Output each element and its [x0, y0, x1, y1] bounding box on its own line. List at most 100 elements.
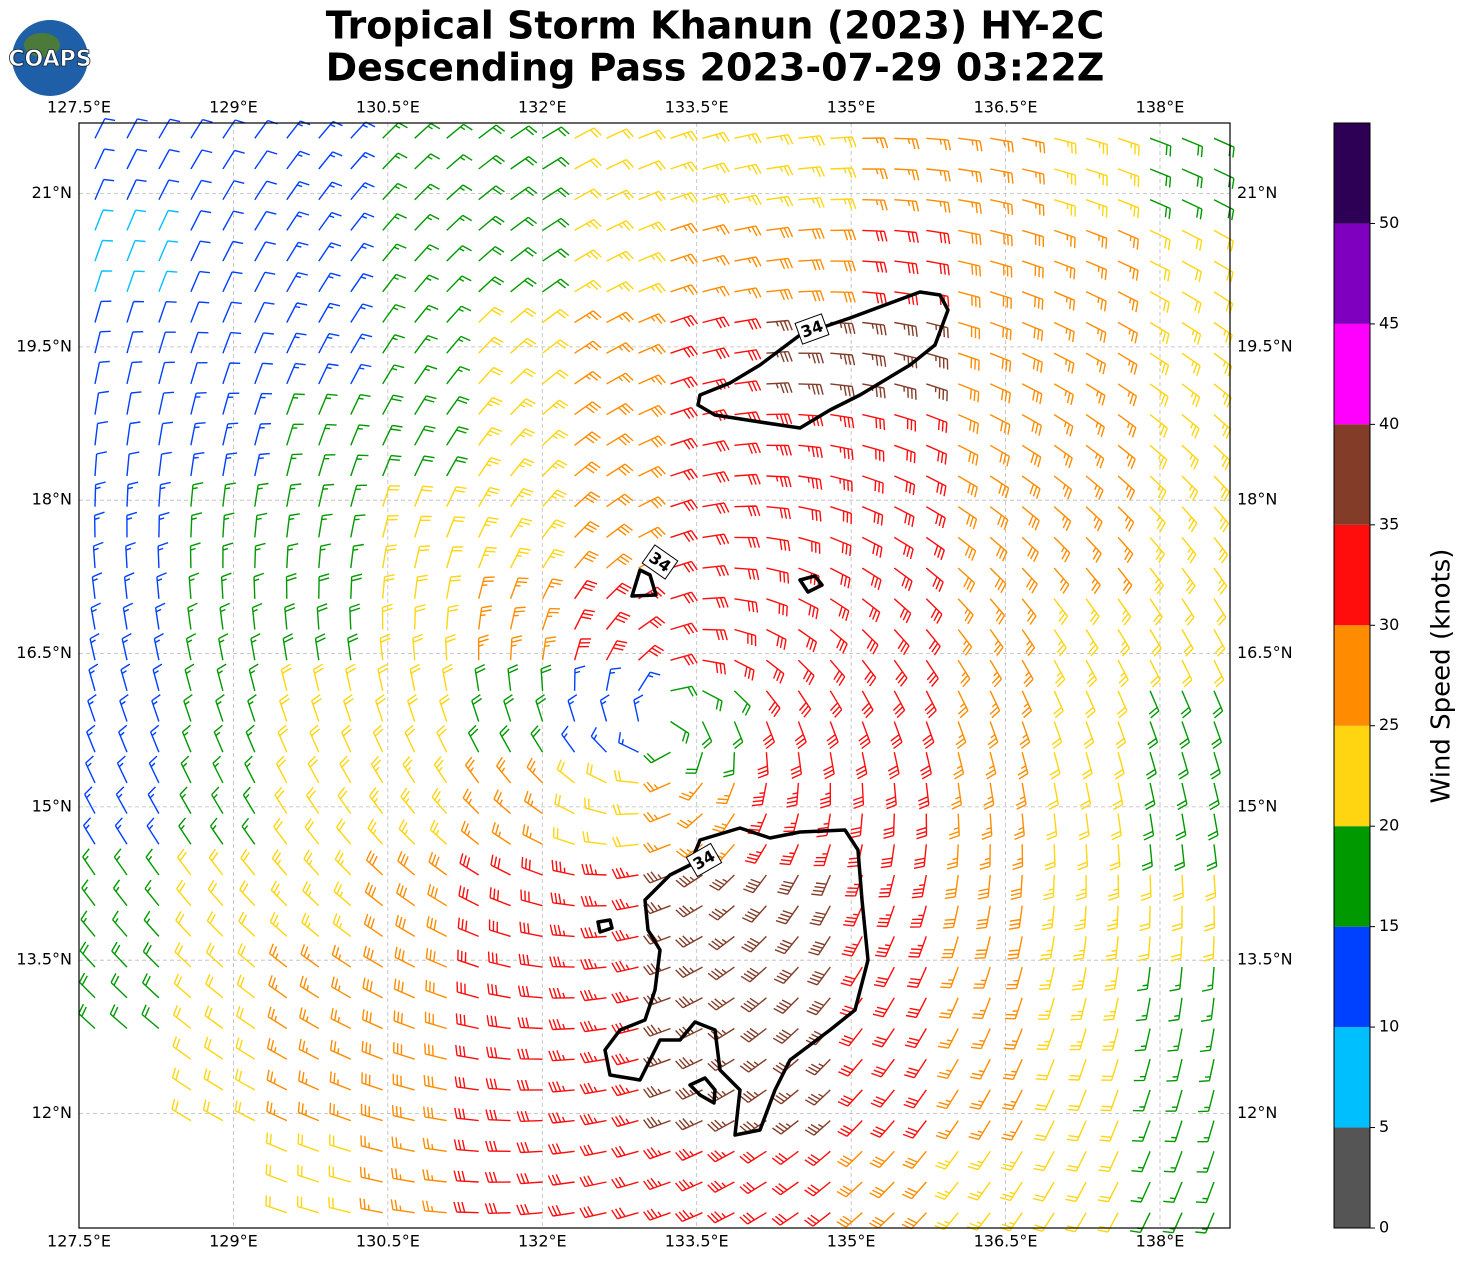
wind-barb	[957, 444, 979, 466]
wind-barb	[414, 545, 431, 569]
wind-barb	[318, 120, 343, 139]
wind-barb	[126, 179, 147, 200]
wind-barb	[1021, 260, 1044, 279]
wind-barb	[1117, 475, 1136, 501]
wind-barb	[872, 997, 895, 1018]
wind-barb	[329, 1134, 352, 1152]
wind-barb	[883, 813, 895, 839]
wind-barb	[549, 924, 575, 938]
wind-barb	[1181, 291, 1202, 314]
wind-barb	[460, 820, 480, 845]
wind-barb	[158, 240, 179, 262]
wind-barb	[798, 352, 824, 364]
wind-barb	[675, 1026, 703, 1039]
wind-barb	[907, 966, 927, 988]
wind-barb	[670, 130, 698, 142]
wind-barb	[798, 506, 822, 522]
wind-barb	[361, 1009, 383, 1030]
wind-barb	[1139, 905, 1151, 932]
wind-barb	[1019, 721, 1031, 750]
wind-barb	[190, 210, 212, 231]
wind-barb	[1038, 966, 1055, 990]
wind-barb	[734, 598, 759, 613]
wind-barb	[550, 892, 575, 907]
wind-barb	[331, 976, 352, 999]
wind-barb	[870, 1089, 895, 1108]
wind-barb	[1053, 690, 1064, 719]
wind-barb	[766, 226, 794, 239]
wind-barb	[94, 481, 106, 507]
wind-barb	[611, 1207, 639, 1220]
wind-barb	[362, 977, 384, 999]
wind-barb	[126, 511, 138, 538]
lon-tick-label: 135°E	[827, 1232, 876, 1251]
wind-barb	[1097, 1212, 1119, 1233]
wind-barb	[350, 543, 364, 569]
wind-barb	[446, 516, 466, 538]
wind-barb	[606, 342, 634, 354]
wind-barb	[1136, 967, 1151, 992]
wind-barb	[509, 635, 523, 661]
wind-barb	[254, 150, 278, 170]
wind-barb	[574, 521, 600, 538]
wind-barb	[548, 1018, 575, 1031]
wind-barb	[1085, 137, 1108, 156]
wind-barb	[422, 1137, 447, 1152]
wind-barb	[296, 1196, 319, 1214]
wind-barb	[350, 303, 373, 323]
wind-barb	[520, 889, 543, 907]
wind-barb	[370, 755, 384, 784]
wind-barb	[1171, 905, 1183, 932]
wind-barb	[94, 118, 116, 139]
wind-barb	[675, 965, 703, 979]
wind-barb	[510, 216, 538, 231]
wind-barb	[286, 483, 302, 507]
wind-barb	[215, 694, 225, 722]
wind-barb	[478, 154, 505, 170]
wind-barb	[775, 905, 799, 925]
wind-barb	[318, 543, 332, 569]
wind-barb	[675, 1148, 703, 1161]
wind-barb	[121, 632, 132, 661]
wind-barb	[766, 164, 794, 176]
wind-barb	[989, 444, 1010, 467]
wind-barb	[147, 786, 160, 814]
wind-barb	[79, 941, 96, 968]
wind-barb	[606, 128, 634, 139]
colorbar-tick-label: 45	[1379, 313, 1399, 332]
wind-barb	[990, 260, 1013, 278]
wind-barb	[382, 334, 406, 354]
wind-barb	[798, 290, 825, 302]
wind-barb	[1213, 629, 1226, 657]
wind-barb	[204, 1005, 224, 1030]
wind-barb	[1080, 782, 1092, 811]
wind-barb	[247, 694, 257, 722]
wind-barb	[1149, 199, 1171, 219]
wind-barb	[394, 946, 416, 968]
wind-barb	[1085, 536, 1102, 563]
wind-barb	[1195, 1181, 1215, 1204]
wind-barb	[611, 1176, 639, 1189]
wind-barb	[1179, 721, 1191, 749]
wind-barb	[894, 444, 916, 464]
wind-barb	[1032, 1181, 1055, 1202]
wind-barb	[361, 1040, 383, 1060]
wind-barb	[1053, 199, 1076, 217]
wind-barb	[126, 300, 145, 323]
wind-barb	[318, 272, 341, 293]
wind-barb	[1047, 782, 1059, 811]
map-frame	[78, 122, 1231, 1229]
wind-barb	[902, 1120, 927, 1139]
wind-barb	[446, 123, 473, 139]
wind-barb	[957, 659, 971, 688]
wind-barb	[126, 451, 140, 477]
wind-barb	[1213, 659, 1225, 688]
wind-barb	[158, 270, 178, 293]
wind-barb	[205, 974, 224, 999]
wind-barb	[547, 1112, 575, 1124]
wind-barb	[862, 137, 889, 149]
wind-barb	[873, 966, 895, 988]
colorbar-tick-label: 0	[1379, 1218, 1389, 1237]
wind-barb	[80, 910, 96, 937]
wind-barb	[250, 633, 261, 661]
